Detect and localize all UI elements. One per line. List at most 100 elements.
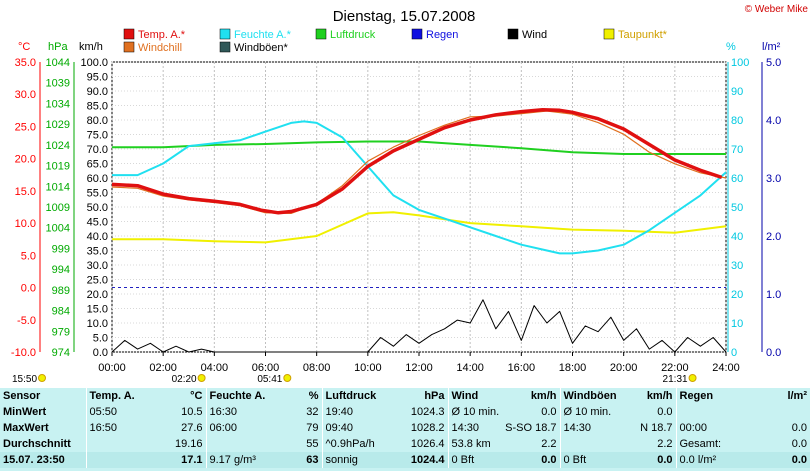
time-tick-label: 24:00 (712, 362, 740, 374)
pressure-tick-label: 1034 (46, 98, 70, 110)
temperature-tick-label: -10.0 (11, 347, 36, 359)
stats-cell: Temp. A. (85, 388, 146, 404)
stats-cell: Durchschnitt (3, 438, 71, 450)
humidity-tick-label: 30 (731, 260, 743, 272)
rain-tick-label: 4.0 (766, 115, 781, 127)
time-tick-label: 08:00 (303, 362, 331, 374)
stats-cell: 0.0 (541, 406, 557, 418)
sun-marker-icon (688, 374, 697, 382)
stats-cell: 1028.2 (410, 422, 445, 434)
stats-cell: 2.2 (657, 438, 673, 450)
humidity-tick-label: 20 (731, 289, 743, 301)
stats-cell: 1026.4 (410, 438, 445, 450)
stats-cell: 06:00 (205, 420, 272, 436)
stats-cell: °C (190, 390, 203, 402)
chart-legend: Temp. A.* Feuchte A.* Luftdruck Regen Wind Ta… (123, 28, 668, 54)
time-tick-label: 04:00 (201, 362, 229, 374)
sun-marker-icon (197, 374, 206, 382)
legend-label: Windchill (138, 42, 182, 54)
stats-cell: Gesamt: (675, 436, 746, 452)
time-tick-label: 06:00 (252, 362, 280, 374)
stats-cell: 1024.4 (388, 452, 448, 468)
pressure-tick-label: 1029 (46, 119, 70, 131)
time-tick-label: 00:00 (98, 362, 126, 374)
series-line-feuchtea (112, 120, 727, 255)
wind-tick-label: 75.0 (87, 130, 108, 142)
chart-axes: 35.0 30.0 25.0 20.0 15.0 10.0 5.0 0.0 -5.0 -10.0 1… (11, 57, 781, 374)
pressure-tick-label: 989 (52, 285, 70, 297)
legend-swatch (219, 28, 231, 40)
time-tick-label: 12:00 (405, 362, 433, 374)
stats-cell: Ø 10 min. (559, 404, 618, 420)
stats-cell: 19:40 (321, 404, 388, 420)
percent-unit-label: % (726, 41, 736, 53)
stats-cell: 1024.3 (410, 406, 445, 418)
celsius-unit-label: °C (18, 41, 30, 53)
stats-cell (85, 452, 146, 468)
rain-tick-label: 0.0 (766, 347, 781, 359)
stats-cell: S-SO 18.7 (505, 422, 557, 434)
legend-label: Wind (522, 29, 547, 41)
kmh-unit-label: km/h (79, 41, 103, 53)
temperature-tick-label: 25.0 (15, 121, 36, 133)
sun-marker-icon (38, 374, 46, 382)
pressure-tick-label: 994 (52, 264, 70, 276)
rain-unit-label: l/m² (762, 41, 781, 53)
wind-tick-label: 90.0 (87, 86, 108, 98)
wind-tick-label: 40.0 (87, 231, 108, 243)
stats-cell: Regen (675, 388, 746, 404)
legend-label: Temp. A.* (138, 29, 186, 41)
rain-tick-label: 3.0 (766, 173, 781, 185)
wind-tick-label: 80.0 (87, 115, 108, 127)
wind-tick-label: 45.0 (87, 217, 108, 229)
humidity-tick-label: 90 (731, 86, 743, 98)
stats-cell (559, 436, 618, 452)
pressure-tick-label: 1019 (46, 161, 70, 173)
legend-label: Regen (426, 29, 458, 41)
stats-cell: 0.0 (502, 452, 560, 468)
axis-unit-labels: °C hPa km/h % l/m² (18, 41, 781, 53)
stats-cell: l/m² (787, 390, 807, 402)
stats-cell: 79 (306, 422, 319, 434)
stats-cell: 27.6 (181, 422, 203, 434)
stats-cell: 53.8 km (447, 436, 502, 452)
stats-cell: 19.16 (174, 438, 203, 450)
wind-tick-label: 60.0 (87, 173, 108, 185)
pressure-tick-label: 984 (52, 306, 70, 318)
chart-title: Dienstag, 15.07.2008 (333, 8, 476, 25)
pressure-tick-label: 979 (52, 326, 70, 338)
stats-cell: Sensor (3, 390, 41, 402)
legend-swatch (603, 28, 615, 40)
copyright-label: © Weber Mike (745, 4, 809, 15)
series-line-luftdruck (112, 140, 726, 155)
stats-cell (675, 404, 746, 420)
stats-row: MaxWert 16:50 27.6 06:00 79 09:40 1028.2 14:30 S… (0, 420, 810, 436)
legend-label: Taupunkt* (618, 29, 668, 41)
stats-cell: km/h (530, 390, 557, 402)
legend-label: Feuchte A.* (234, 29, 292, 41)
stats-cell: 0.0 (791, 438, 807, 450)
time-tick-label: 10:00 (354, 362, 382, 374)
statistics-panel: Sensor Temp. A. °C Feuchte A.% Luftdruck hPa W… (0, 388, 810, 471)
time-marker-label: 15:50 (12, 374, 37, 385)
pressure-tick-label: 1044 (46, 57, 70, 69)
wind-tick-label: 100.0 (80, 57, 108, 69)
wind-tick-label: 20.0 (87, 289, 108, 301)
wind-tick-label: 70.0 (87, 144, 108, 156)
weather-chart: Dienstag, 15.07.2008 © Weber Mike Temp. … (11, 4, 809, 385)
time-tick-label: 16:00 (508, 362, 536, 374)
humidity-tick-label: 50 (731, 202, 743, 214)
temperature-tick-label: 10.0 (15, 218, 36, 230)
stats-cell: 0 Bft (447, 452, 502, 468)
humidity-tick-label: 40 (731, 231, 743, 243)
legend-swatch (315, 28, 327, 40)
humidity-tick-label: 10 (731, 318, 743, 330)
time-tick-label: 02:00 (149, 362, 177, 374)
wind-tick-label: 55.0 (87, 188, 108, 200)
wind-tick-label: 30.0 (87, 260, 108, 272)
stats-row: 15.07. 23:50 17.1 9.17 g/m³ 63 sonnig 1024.4 0… (0, 452, 810, 468)
stats-cell: km/h (646, 390, 673, 402)
sun-marker-icon (283, 374, 292, 382)
pressure-tick-label: 974 (52, 347, 70, 359)
hpa-unit-label: hPa (48, 41, 68, 53)
